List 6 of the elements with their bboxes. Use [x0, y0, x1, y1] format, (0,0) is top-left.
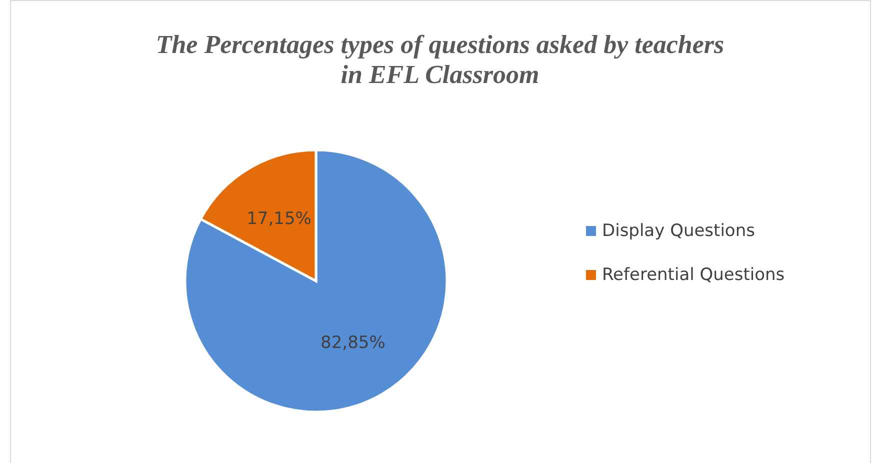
legend-label: Referential Questions	[602, 265, 785, 285]
data-label: 82,85%	[320, 332, 386, 353]
legend-label: Display Questions	[602, 221, 756, 241]
data-label: 17,15%	[246, 209, 312, 230]
chart-title: The Percentages types of questions asked by teachers in EFL Classroom	[156, 30, 724, 89]
pie-slice	[184, 148, 448, 414]
